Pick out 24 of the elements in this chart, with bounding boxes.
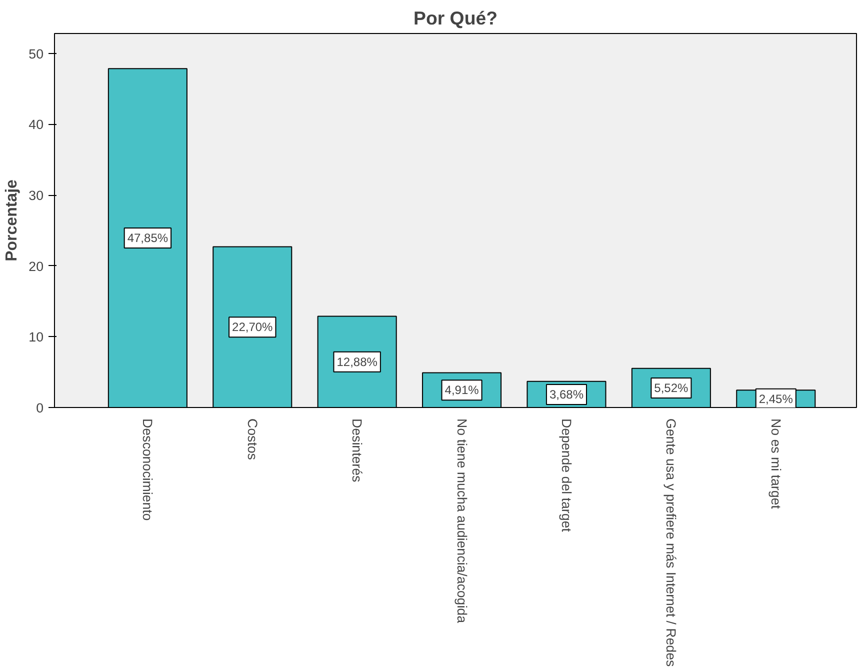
data-label: 5,52% (654, 380, 689, 395)
data-label: 3,68% (549, 387, 584, 402)
x-tick-label: Depende del target (558, 418, 574, 532)
data-label: 47,85% (127, 231, 168, 246)
x-tick-label: Desinterés (350, 418, 365, 483)
y-tick-label: 40 (28, 117, 44, 132)
y-tick-label: 50 (28, 46, 44, 62)
bar (212, 246, 292, 408)
x-tick-label: Costos (244, 418, 260, 460)
x-tick-label: Gente usa y prefiere más Internet / Redes (664, 418, 679, 668)
bar (108, 68, 188, 408)
y-tick-label: 10 (28, 330, 44, 345)
x-tick-label: No es mi target (768, 418, 784, 510)
y-tick-label: 20 (28, 258, 44, 274)
x-tick-label: Desconocimiento (140, 418, 156, 521)
y-tick-label: 30 (28, 188, 44, 203)
chart-title: Por Qué? (414, 8, 498, 28)
data-label: 4,91% (444, 383, 480, 398)
x-tick-label: No tiene mucha audiencia/acogida (454, 418, 470, 624)
data-label: 2,45% (758, 392, 794, 406)
y-tick-label: 0 (36, 400, 44, 416)
data-label: 22,70% (232, 320, 274, 334)
data-label: 12,88% (336, 354, 378, 369)
y-axis-title: Porcentaje (4, 179, 21, 262)
